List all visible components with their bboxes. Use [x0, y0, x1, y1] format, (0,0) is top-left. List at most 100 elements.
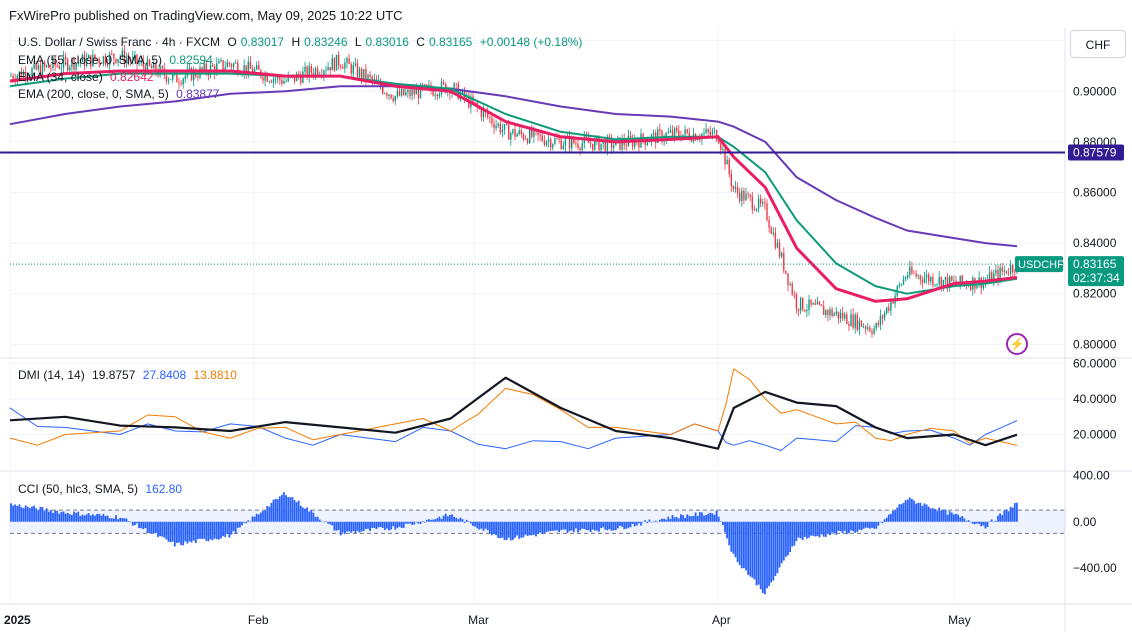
price-candle	[287, 75, 289, 81]
price-candle	[690, 139, 693, 142]
ema55-legend[interactable]: EMA (55, close, 0, SMA, 5) 0.82594	[18, 53, 217, 67]
cci-bar	[749, 521, 752, 577]
price-candle	[982, 281, 984, 289]
price-candle	[495, 125, 497, 129]
price-candle	[795, 294, 798, 309]
price-axis-tick: 0.86000	[1073, 186, 1117, 200]
cci-axis-tick: 400.00	[1073, 468, 1110, 482]
cci-bar	[293, 500, 296, 522]
cci-bar	[709, 512, 712, 522]
price-candle	[96, 59, 98, 60]
currency-button[interactable]: CHF	[1070, 30, 1126, 58]
cci-bar	[239, 521, 241, 528]
cci-bar	[381, 521, 384, 528]
cci-bar	[873, 521, 875, 529]
cci-bar	[476, 521, 479, 529]
price-candle	[802, 297, 804, 311]
time-axis-label: Feb	[248, 613, 269, 627]
price-candle	[125, 58, 128, 64]
price-candle	[938, 277, 940, 285]
price-candle	[474, 102, 476, 103]
last-price-tag	[1068, 256, 1124, 287]
dmi-axis-tick: 40.0000	[1073, 392, 1117, 406]
price-candle	[461, 89, 464, 94]
cci-bar	[768, 521, 770, 587]
price-candle	[222, 60, 224, 70]
dmi-axis-tick: 60.0000	[1073, 357, 1117, 371]
cci-bar	[134, 521, 136, 526]
ohlc-open: 0.83017	[240, 35, 285, 49]
cci-axis-tick: −400.00	[1073, 561, 1117, 575]
cci-bar	[362, 521, 365, 531]
price-candle	[396, 90, 399, 97]
cci-bar	[789, 521, 791, 553]
price-candle	[113, 53, 115, 59]
cci-bar	[654, 520, 657, 522]
price-candle	[743, 190, 745, 201]
price-candle	[386, 93, 388, 96]
cci-bar	[671, 515, 674, 522]
cci-bar	[499, 521, 502, 539]
cci-bar	[480, 521, 483, 529]
cci-bar	[121, 518, 124, 522]
cci-bar	[692, 515, 695, 522]
cci-bar	[774, 521, 777, 576]
cci-bar	[908, 497, 911, 522]
price-candle	[394, 96, 396, 102]
price-candle	[936, 284, 938, 285]
price-candle	[684, 129, 686, 135]
price-candle	[850, 314, 852, 327]
cci-bar	[822, 521, 825, 537]
cci-bar	[241, 521, 243, 526]
cci-bar	[803, 521, 806, 537]
cci-bar	[251, 516, 254, 522]
price-candle	[218, 61, 220, 64]
price-candle	[837, 311, 840, 319]
price-candle	[508, 124, 510, 140]
cci-bar	[619, 521, 621, 526]
cci-bar	[157, 521, 159, 538]
price-candle	[762, 202, 764, 204]
cci-bar	[921, 505, 924, 522]
cci-bar	[350, 521, 353, 533]
ema200-legend[interactable]: EMA (200, close, 0, SMA, 5) 0.83877	[18, 87, 223, 101]
cci-bar	[425, 519, 428, 522]
price-candle	[673, 128, 676, 137]
cci-bar	[799, 521, 802, 539]
price-candle	[22, 72, 25, 78]
ema34-legend[interactable]: EMA (34, close) 0.82642	[18, 70, 157, 84]
price-candle	[329, 67, 331, 71]
cci-bar	[169, 521, 172, 543]
price-candle	[575, 143, 577, 144]
price-candle	[997, 269, 999, 281]
price-candle	[180, 83, 182, 85]
cci-bar	[383, 521, 386, 531]
price-candle	[911, 266, 913, 274]
cci-bar	[224, 521, 227, 538]
cci-bar	[770, 521, 773, 583]
cci-bar	[87, 513, 90, 522]
cci-bar	[520, 521, 523, 538]
price-candle	[46, 65, 48, 67]
cci-bar	[26, 506, 29, 522]
lightning-icon[interactable]: ⚡	[1006, 333, 1028, 355]
price-candle	[659, 129, 661, 131]
cci-legend[interactable]: CCI (50, hlc3, SMA, 5) 162.80	[18, 482, 186, 496]
cci-bar	[848, 521, 850, 534]
cci-bar	[911, 498, 913, 522]
cci-bar	[726, 521, 728, 539]
cci-bar	[148, 521, 151, 534]
price-candle	[869, 327, 871, 332]
dmi-legend[interactable]: DMI (14, 14) 19.8757 27.8408 13.8810	[18, 368, 241, 382]
price-candle	[613, 145, 615, 148]
price-candle	[676, 128, 678, 131]
cci-bar	[526, 521, 529, 536]
dmi-adx-value: 19.8757	[92, 368, 136, 382]
cci-bar	[60, 511, 63, 522]
cci-axis-tick: 0.00	[1073, 515, 1097, 529]
price-candle	[705, 129, 707, 133]
time-axis-label: May	[948, 613, 971, 627]
cci-bar	[747, 521, 749, 575]
cci-bar	[696, 516, 699, 522]
